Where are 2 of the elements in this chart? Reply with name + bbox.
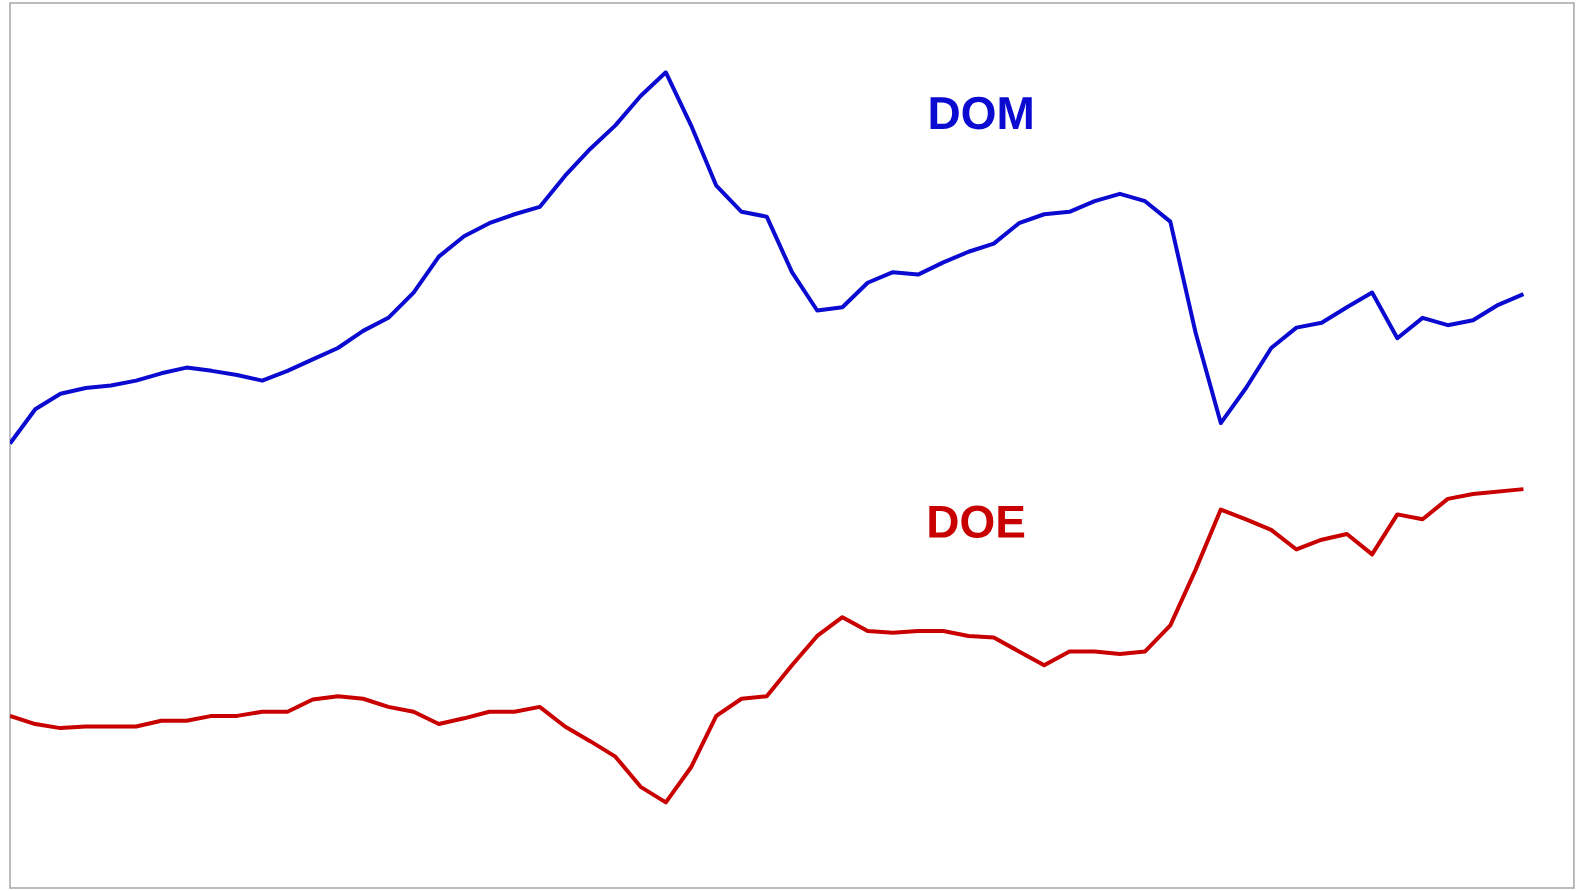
series-label: DOM [930, 96, 1032, 130]
text: DOE [929, 505, 1025, 539]
